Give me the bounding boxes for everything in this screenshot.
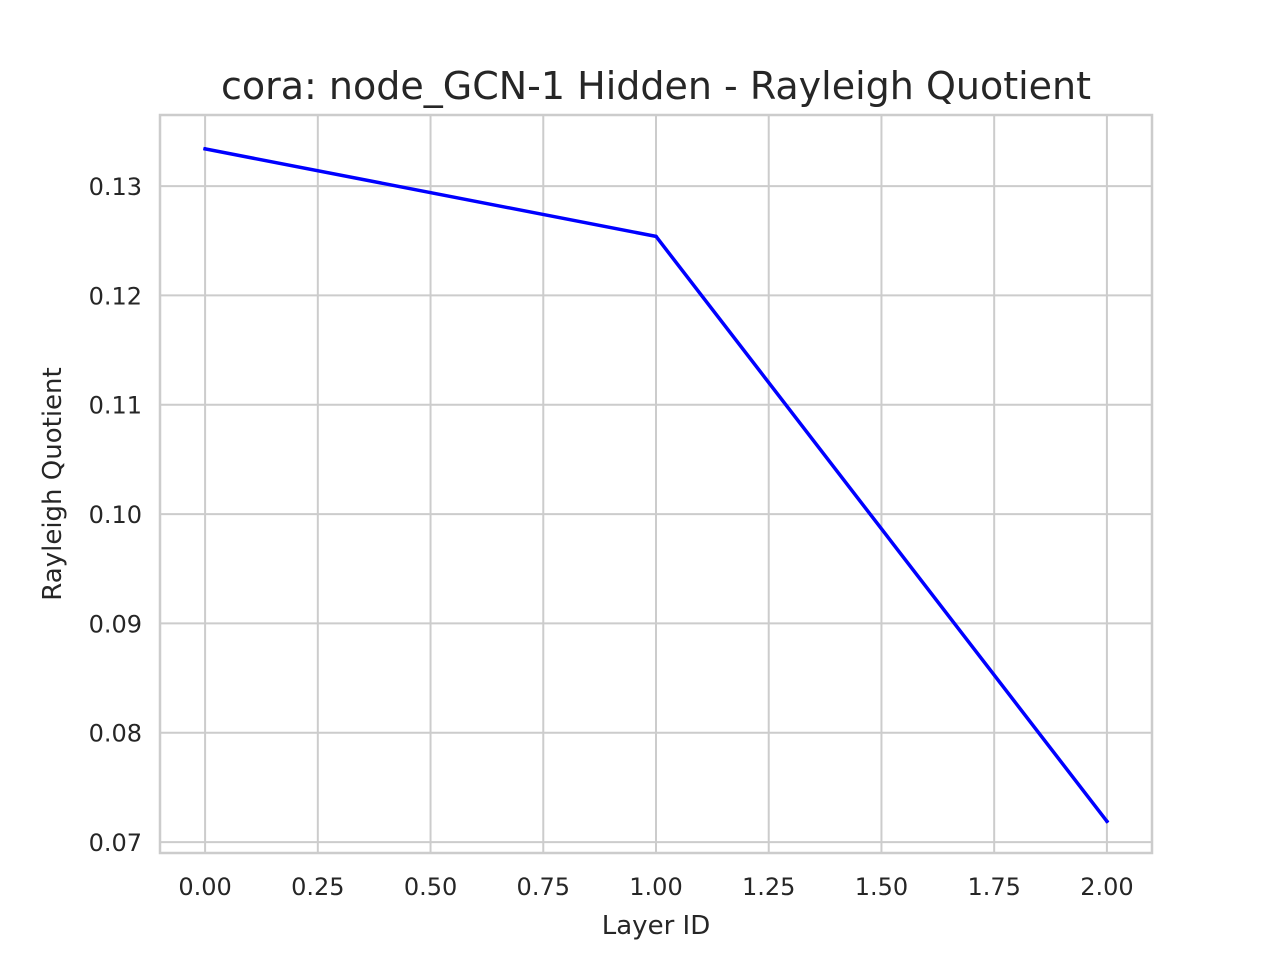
x-axis-label: Layer ID	[602, 911, 710, 941]
x-tick-label: 0.25	[291, 873, 344, 901]
x-tick-label: 0.50	[404, 873, 457, 901]
y-tick-label: 0.07	[89, 829, 142, 857]
x-tick-label: 1.00	[629, 873, 682, 901]
x-tick-labels: 0.00 0.25 0.50 0.75 1.00 1.25 1.50 1.75 2.00	[178, 873, 1133, 901]
x-tick-label: 1.75	[967, 873, 1020, 901]
data-point	[1105, 819, 1109, 824]
chart-title: cora: node_GCN-1 Hidden - Rayleigh Quoti…	[221, 64, 1091, 108]
data-point	[654, 234, 658, 239]
y-tick-label: 0.10	[89, 501, 142, 529]
x-tick-label: 0.00	[178, 873, 231, 901]
y-axis-label: Rayleigh Quotient	[38, 367, 68, 600]
data-point	[203, 147, 207, 151]
x-tick-label: 2.00	[1080, 873, 1133, 901]
series-layer	[203, 146, 1110, 824]
y-tick-label: 0.08	[89, 720, 142, 748]
grid	[160, 115, 1152, 853]
y-tick-labels: 0.07 0.08 0.09 0.10 0.11 0.12 0.13	[89, 173, 142, 857]
y-tick-label: 0.12	[89, 282, 142, 310]
y-tick-label: 0.13	[89, 173, 142, 201]
y-tick-label: 0.09	[89, 610, 142, 638]
x-tick-label: 1.50	[855, 873, 908, 901]
y-tick-label: 0.11	[89, 392, 142, 420]
plot-frame	[158, 113, 1154, 855]
x-tick-label: 1.25	[742, 873, 795, 901]
x-tick-label: 0.75	[517, 873, 570, 901]
